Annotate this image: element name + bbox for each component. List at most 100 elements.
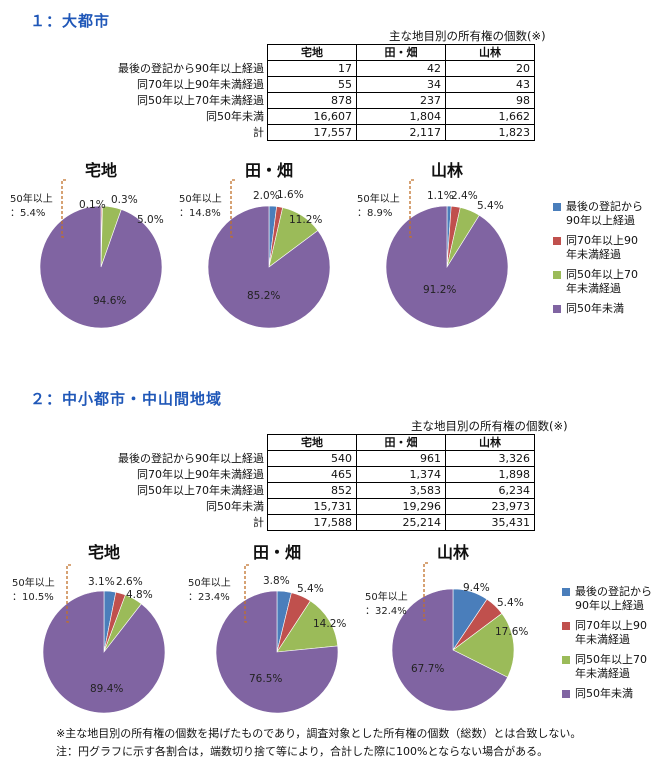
table-row: 計 17,557 2,117 1,823	[114, 124, 535, 141]
row-label: 同50年未満	[206, 110, 264, 123]
slice-label: 0.3%	[111, 194, 138, 206]
slice-label: 94.6%	[93, 295, 126, 307]
legend-label: 年未満経過	[566, 248, 621, 261]
bracket	[423, 562, 428, 621]
pie-slice	[207, 205, 331, 329]
cell: 852	[267, 482, 357, 499]
legend-swatch	[562, 656, 570, 664]
row-label: 最後の登記から90年以上経過	[118, 452, 264, 465]
row-label: 同70年以上90年未満経過	[137, 468, 264, 481]
table-row: 同50年未満 16,607 1,804 1,662	[114, 108, 535, 125]
slice-label: 2.4%	[451, 190, 478, 202]
bracket-label: 50年以上	[179, 192, 222, 205]
slice-label: 85.2%	[247, 290, 280, 302]
pie-slice	[391, 588, 508, 712]
cell: 17,588	[267, 514, 357, 531]
cell: 25,214	[356, 514, 446, 531]
bracket-label: ：14.8%	[179, 208, 221, 219]
bracket	[230, 179, 235, 238]
legend-label: 年未満経過	[566, 282, 621, 295]
bracket-label: ：8.9%	[357, 208, 392, 219]
footnote: ※主な地目別の所有権の個数を掲げたものであり，調査対象とした所有権の個数（総数）…	[56, 727, 582, 740]
bracket	[244, 564, 249, 623]
bracket-label: 50年以上	[365, 590, 408, 603]
table-row: 計 17,588 25,214 35,431	[114, 514, 535, 531]
bracket-label: 50年以上	[357, 192, 400, 205]
bracket	[66, 564, 71, 623]
section-2-table-caption: 主な地目別の所有権の個数(※)	[411, 419, 568, 433]
legend-swatch	[553, 203, 561, 211]
slice-label: 76.5%	[249, 673, 282, 685]
legend-swatch	[553, 271, 561, 279]
row-label: 同50年以上70年未満経過	[137, 484, 264, 497]
pie-title: 宅地	[88, 543, 120, 562]
slice-label: 5.0%	[137, 214, 164, 226]
table-row: 同70年以上90年未満経過 465 1,374 1,898	[114, 466, 535, 483]
section-2-table: 宅地 田・畑 山林 最後の登記から90年以上経過 540 961 3,326 同70年…	[114, 434, 535, 531]
pie-slice	[42, 590, 166, 714]
legend-item: 同70年以上90 年未満経過	[562, 619, 652, 647]
legend-label: 90年以上経過	[575, 599, 644, 612]
section-2-title: ２：中小都市・中山間地域	[30, 390, 223, 408]
legend-swatch	[562, 622, 570, 630]
row-label: 計	[253, 516, 264, 529]
legend-label: 最後の登記から	[566, 200, 643, 213]
cell: 1,898	[445, 466, 535, 483]
cell: 17,557	[267, 124, 357, 141]
cell: 55	[267, 76, 357, 93]
slice-label: 89.4%	[90, 683, 123, 695]
legend-item: 最後の登記から 90年以上経過	[562, 585, 652, 613]
pie-slice	[452, 613, 515, 678]
bracket-label: ：32.4%	[365, 606, 407, 617]
cell: 15,731	[267, 498, 357, 515]
legend-item: 同70年以上90 年未満経過	[553, 234, 643, 262]
table-row: 同50年以上70年未満経過 878 237 98	[114, 92, 535, 109]
legend-label: 同70年以上90	[566, 234, 638, 247]
cell: 35,431	[445, 514, 535, 531]
section-1-table-caption: 主な地目別の所有権の個数(※)	[389, 29, 546, 43]
cell: 1,662	[445, 108, 535, 125]
bracket-label: 50年以上	[10, 192, 53, 205]
row-label: 同50年以上70年未満経過	[137, 94, 264, 107]
legend-swatch	[562, 690, 570, 698]
pie-slice	[276, 600, 339, 653]
section-1-title: １：大都市	[30, 12, 111, 30]
bracket	[61, 179, 66, 238]
legend-swatch	[562, 588, 570, 596]
legend-label: 同50年未満	[566, 302, 624, 315]
cell: 19,296	[356, 498, 446, 515]
legend-label: 年未満経過	[575, 667, 630, 680]
cell: 17	[267, 60, 357, 77]
row-label: 最後の登記から90年以上経過	[118, 62, 264, 75]
row-label: 同70年以上90年未満経過	[137, 78, 264, 91]
cell: 878	[267, 92, 357, 109]
legend-2: 最後の登記から 90年以上経過 同70年以上90 年未満経過 同50年以上70 年未満…	[562, 585, 652, 707]
column-header: 山林	[445, 434, 535, 451]
legend-item: 同50年未満	[553, 302, 643, 316]
slice-label: 2.0%	[253, 190, 280, 202]
slice-label: 4.8%	[126, 589, 153, 601]
legend-1: 最後の登記から 90年以上経過 同70年以上90 年未満経過 同50年以上70 年未満…	[553, 200, 643, 322]
bracket-label: 50年以上	[12, 576, 55, 589]
cell: 1,823	[445, 124, 535, 141]
cell: 3,583	[356, 482, 446, 499]
pie-title: 田・畑	[245, 161, 293, 180]
legend-label: 年未満経過	[575, 633, 630, 646]
slice-label: 3.1%	[88, 576, 115, 588]
pie-slice	[39, 205, 163, 329]
slice-label: 5.4%	[297, 583, 324, 595]
pie-title: 田・畑	[253, 543, 301, 562]
slice-label: 5.4%	[497, 597, 524, 609]
bracket-label: 50年以上	[188, 576, 231, 589]
slice-label: 14.2%	[313, 618, 346, 630]
footnote: 注：円グラフに示す各割合は，端数切り捨て等により，合計した際に100%とならない…	[56, 745, 549, 758]
legend-item: 最後の登記から 90年以上経過	[553, 200, 643, 228]
slice-label: 17.6%	[495, 626, 528, 638]
legend-item: 同50年以上70 年未満経過	[562, 653, 652, 681]
row-label: 同50年未満	[206, 500, 264, 513]
slice-label: 11.2%	[289, 214, 322, 226]
bracket-label: ：23.4%	[188, 592, 230, 603]
cell: 6,234	[445, 482, 535, 499]
bracket-label: ：10.5%	[12, 592, 54, 603]
slice-label: 2.6%	[116, 576, 143, 588]
